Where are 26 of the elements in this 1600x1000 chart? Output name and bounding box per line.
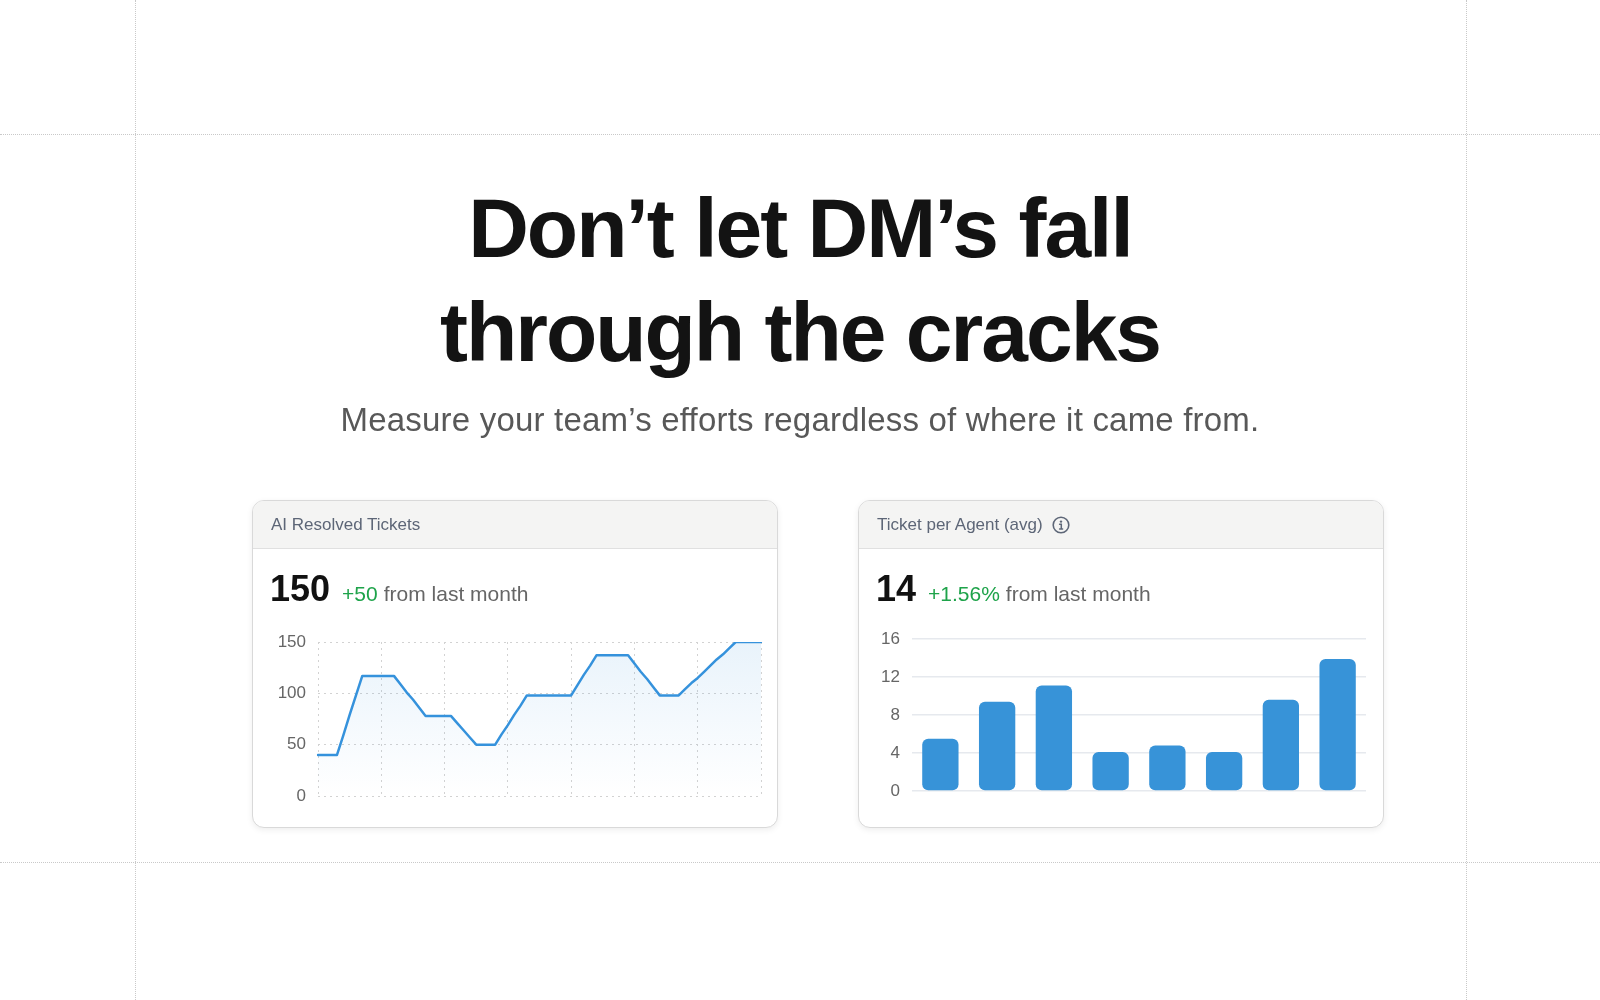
bar: [922, 738, 959, 791]
bar: [1035, 685, 1073, 791]
y-tick-label: 0: [296, 785, 306, 805]
text: from last month: [1005, 581, 1151, 607]
text: Measure your team’s efforts regardless of where it came from.: [339, 401, 1261, 439]
y-tick-label: 4: [890, 742, 900, 762]
y-tick-label: 16: [881, 628, 900, 648]
bar: [1205, 752, 1243, 791]
chart-title: Ticket per Agent (avg): [877, 514, 1043, 535]
y-tick-label: 100: [277, 683, 306, 703]
text: from last month: [383, 581, 529, 607]
bar: [1149, 745, 1186, 791]
text: +50: [342, 581, 378, 607]
bar: [978, 701, 1016, 791]
bar: [1319, 658, 1356, 791]
y-tick-label: 50: [287, 734, 306, 754]
text: 14: [876, 567, 917, 611]
bar: [1092, 752, 1129, 791]
text: +1.56%: [928, 581, 1000, 607]
bar: [1262, 699, 1300, 791]
text: Don’t let DM’s fall through the cracks: [438, 180, 1162, 381]
y-tick-label: 150: [277, 631, 306, 651]
y-tick-label: 12: [881, 666, 900, 686]
chart-title: AI Resolved Tickets: [271, 514, 421, 535]
y-tick-label: 0: [890, 780, 900, 800]
y-tick-label: 8: [890, 704, 900, 724]
